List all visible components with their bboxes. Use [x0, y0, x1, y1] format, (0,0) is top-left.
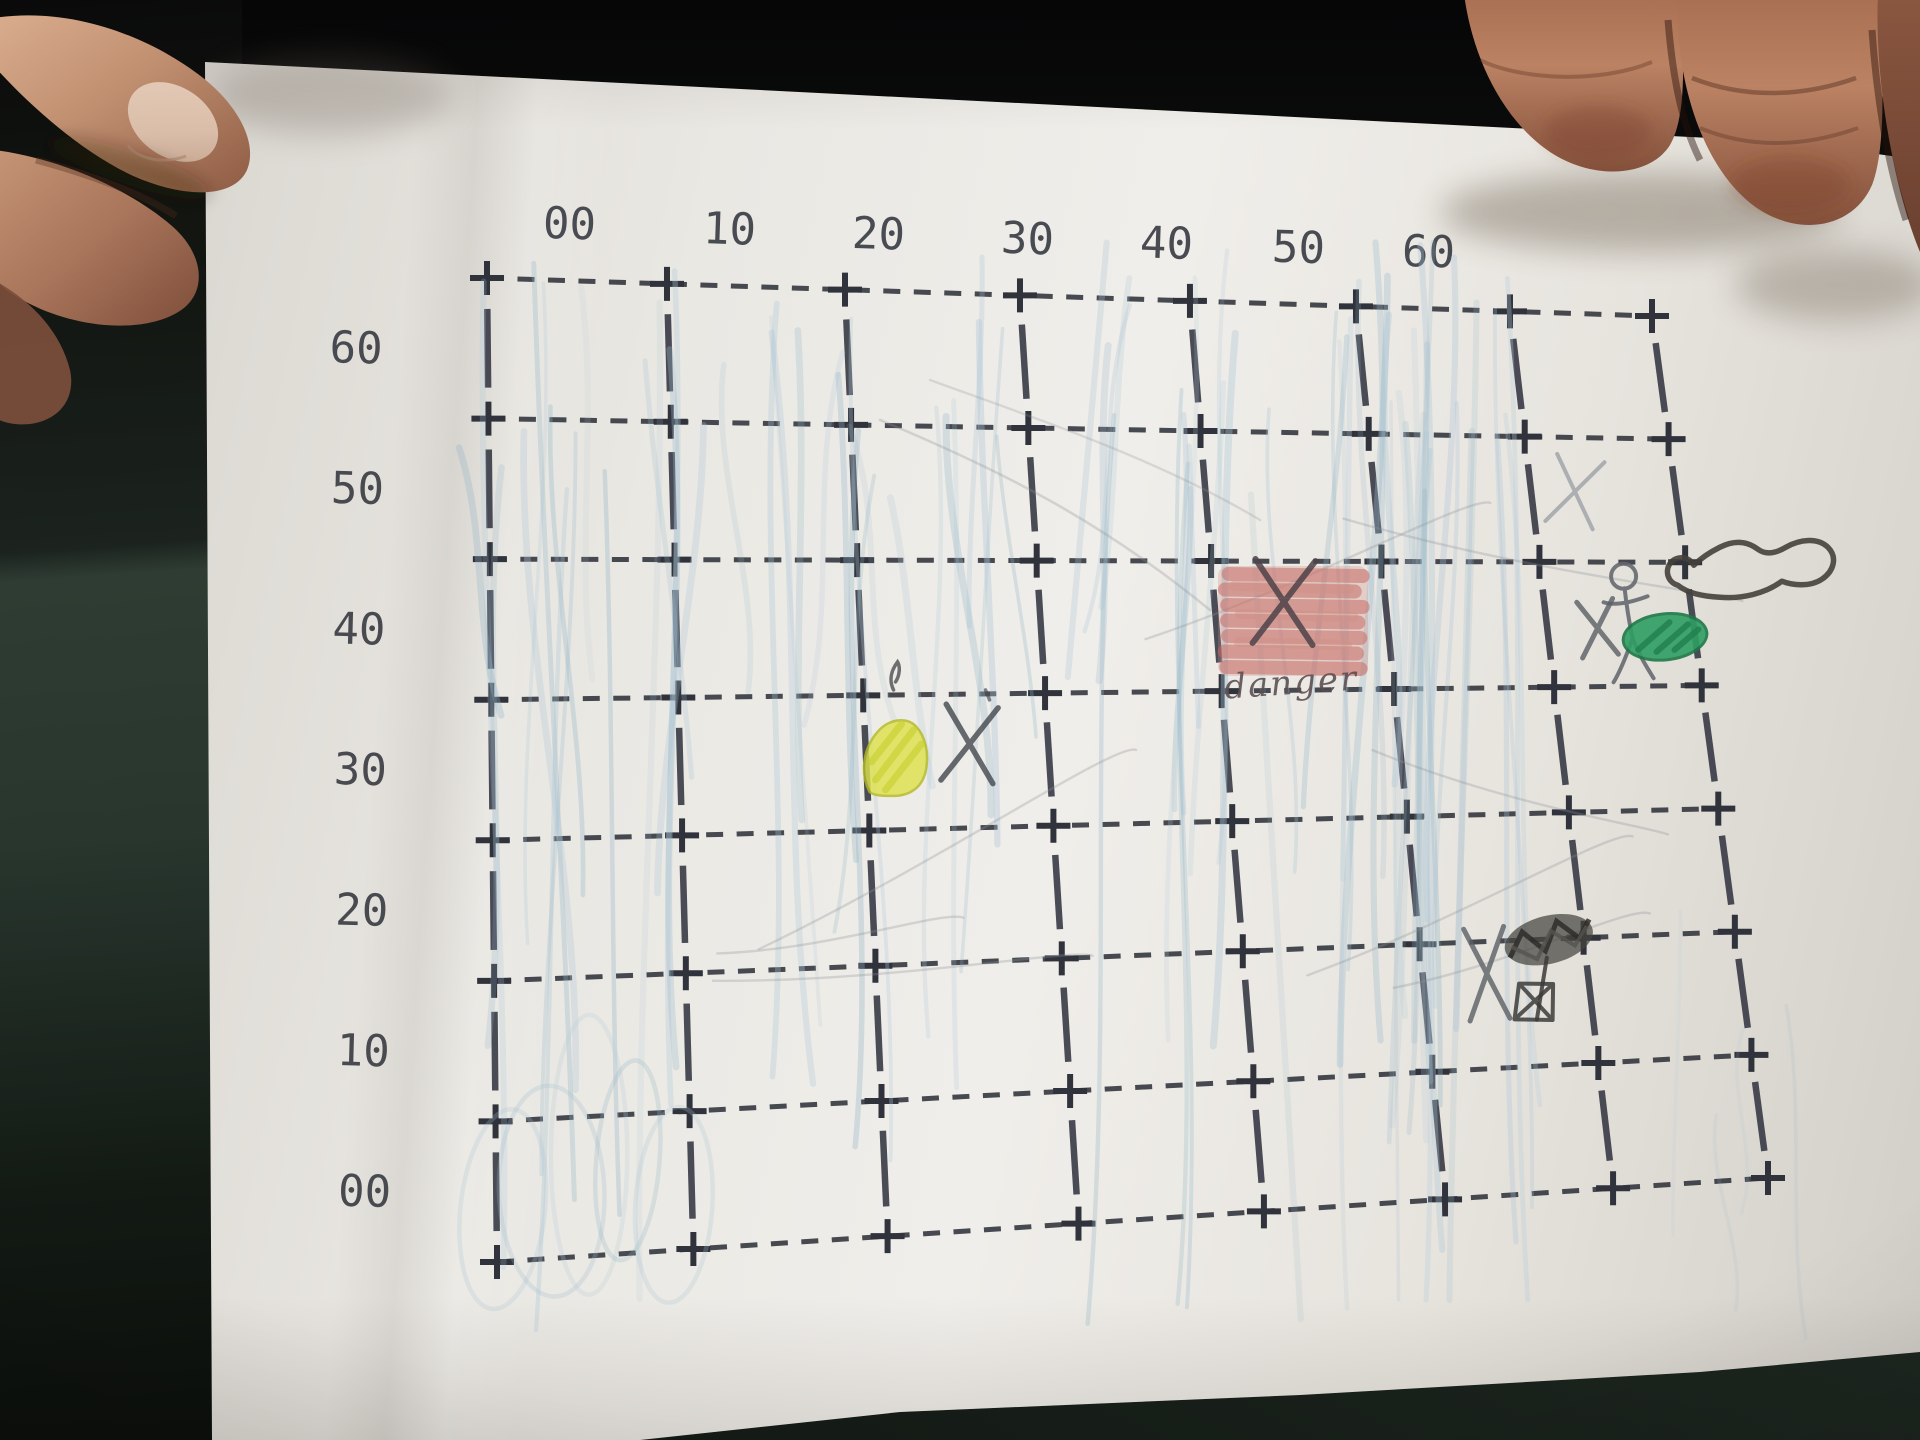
top-axis-label: 00	[542, 198, 597, 251]
finger-shadows	[210, 56, 1920, 321]
top-axis-label: 50	[1271, 222, 1326, 275]
marker-green-spot	[1621, 612, 1709, 662]
index-finger	[0, 150, 199, 326]
left-axis-label: 20	[335, 884, 389, 936]
hand-heel	[0, 283, 72, 425]
top-axis-label: 40	[1139, 217, 1194, 270]
marker-stick-figure-x	[1574, 596, 1621, 661]
left-axis-label: 30	[333, 744, 387, 796]
thumbnail	[127, 82, 219, 162]
axis-labels: 00 10 20 30 40 50 60 60 50 40 30 20 10 00	[329, 198, 1456, 1218]
left-axis-label: 60	[329, 322, 383, 374]
danger-handwriting: danger	[1223, 658, 1360, 707]
hand-right	[1464, 0, 1920, 252]
marker-faint-x	[1543, 451, 1607, 532]
hand-left	[0, 15, 250, 425]
marker-yellow-spot	[862, 658, 1001, 798]
left-axis-label: 10	[336, 1025, 390, 1077]
boxed-x	[1512, 981, 1556, 1022]
top-axis-label: 20	[851, 208, 906, 261]
top-axis-label: 10	[702, 203, 757, 256]
fingertip-3	[1877, 0, 1920, 252]
top-axis-label: 60	[1401, 226, 1456, 279]
left-axis-label: 40	[332, 603, 386, 655]
marker-boot-doodle	[1664, 537, 1837, 601]
blue-crayon-scribbles	[455, 239, 1808, 1340]
printed-grid	[470, 261, 1785, 1279]
tiny-flame-mark	[889, 658, 902, 692]
left-axis-label: 00	[338, 1166, 392, 1218]
top-axis-label: 30	[1000, 213, 1055, 266]
pencil-stray-lines	[711, 378, 1744, 990]
left-axis-label: 50	[330, 463, 384, 515]
marker-treasure-scribble	[1461, 914, 1593, 1024]
marker-danger-zone: danger	[1217, 555, 1370, 708]
